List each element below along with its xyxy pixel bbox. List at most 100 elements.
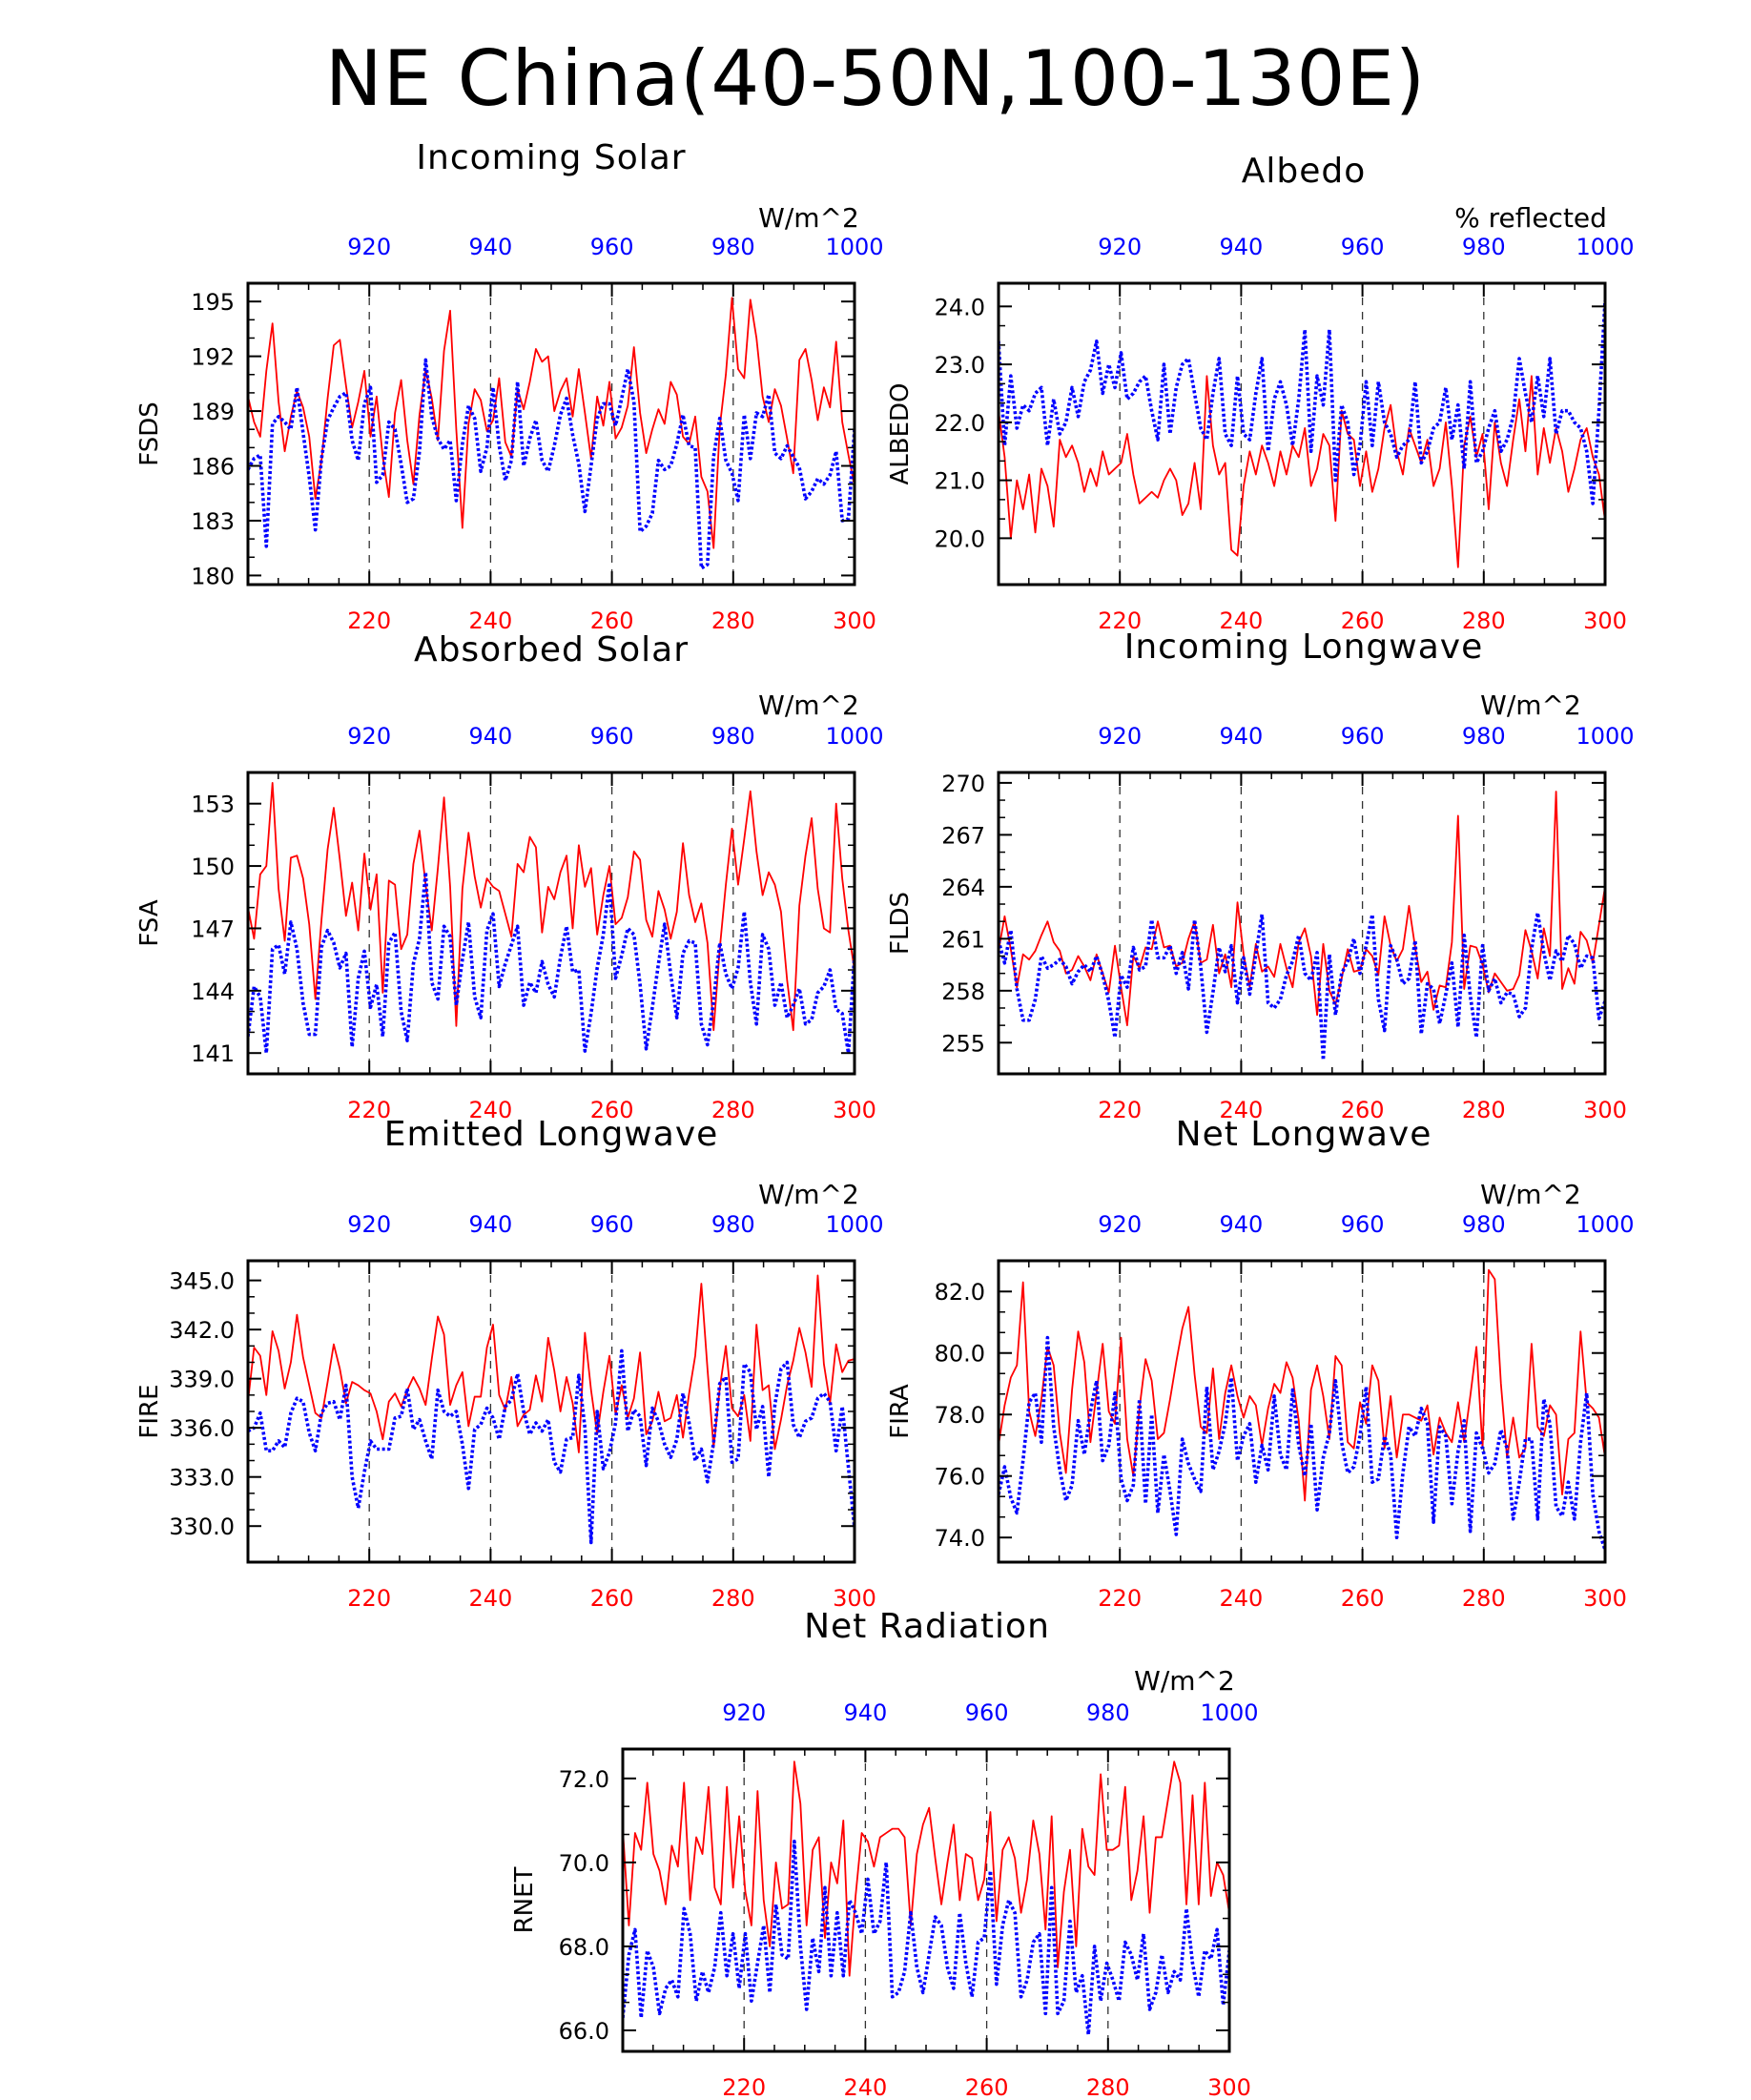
y-tick-label: 270: [941, 771, 985, 797]
chart-panel-fire: Emitted Longwave W/m^2 FIRE 330.0 333.0 336.0…: [135, 1115, 884, 1612]
units-label: W/m^2: [758, 202, 859, 234]
x-bottom-tick-label: 280: [1462, 1585, 1506, 1612]
y-axis-label: RNET: [510, 1866, 539, 1933]
x-top-tick-label: 940: [1219, 723, 1263, 750]
y-tick-label: 23.0: [935, 352, 985, 379]
x-bottom-tick-label: 300: [833, 1585, 876, 1612]
x-top-tick-label: 940: [1219, 1211, 1263, 1238]
series-line-top-axis: [999, 300, 1605, 505]
chart-panel-albedo: Albedo % reflected ALBEDO 20.0 21.0 22.0 23.0 2…: [886, 152, 1635, 634]
plot-frame: [997, 1259, 1607, 1564]
panel-title: Incoming Longwave: [1124, 628, 1484, 667]
x-bottom-tick-label: 300: [1583, 1585, 1627, 1612]
x-top-tick-label: 980: [1462, 1211, 1506, 1238]
units-label: W/m^2: [758, 690, 859, 721]
x-top-tick-label: 920: [347, 1211, 391, 1238]
series-line-bottom-axis: [999, 1268, 1605, 1502]
x-bottom-tick-label: 240: [468, 1097, 512, 1123]
x-top-tick-label: 980: [1462, 234, 1506, 260]
x-top-tick-label: 1000: [1576, 723, 1634, 750]
x-bottom-tick-label: 220: [347, 1097, 391, 1123]
y-axis-label: FIRA: [886, 1384, 915, 1439]
y-tick-label: 180: [191, 563, 235, 589]
panel-title: Albedo: [1242, 152, 1367, 191]
x-top-tick-label: 960: [590, 1211, 634, 1238]
y-tick-label: 72.0: [559, 1766, 609, 1793]
x-bottom-tick-label: 220: [1098, 607, 1142, 634]
series-line-bottom-axis: [248, 782, 855, 1032]
x-bottom-tick-label: 260: [590, 607, 634, 634]
y-tick-label: 330.0: [169, 1513, 235, 1540]
panel-title: Incoming Solar: [416, 138, 686, 177]
x-bottom-tick-label: 300: [1207, 2074, 1251, 2100]
panel-title: Net Radiation: [804, 1607, 1050, 1646]
series-line-top-axis: [248, 358, 855, 570]
units-label: W/m^2: [1480, 690, 1581, 721]
plot-frame: [621, 1747, 1231, 2053]
series-line-top-axis: [999, 911, 1605, 1062]
x-top-tick-label: 920: [1098, 1211, 1142, 1238]
x-top-tick-label: 920: [347, 234, 391, 260]
x-bottom-tick-label: 300: [833, 607, 876, 634]
x-bottom-tick-label: 300: [833, 1097, 876, 1123]
y-tick-label: 68.0: [559, 1934, 609, 1961]
x-top-tick-label: 940: [468, 234, 512, 260]
x-top-tick-label: 960: [1341, 1211, 1385, 1238]
x-top-tick-label: 940: [468, 723, 512, 750]
y-axis-label: FSDS: [135, 401, 164, 466]
x-bottom-tick-label: 220: [347, 1585, 391, 1612]
y-axis-label: FSA: [135, 899, 164, 946]
x-top-tick-label: 940: [1219, 234, 1263, 260]
x-bottom-tick-label: 260: [1341, 1097, 1385, 1123]
x-bottom-tick-label: 300: [1583, 1097, 1627, 1123]
x-bottom-tick-label: 220: [347, 607, 391, 634]
y-tick-label: 70.0: [559, 1850, 609, 1877]
y-tick-label: 189: [191, 399, 235, 425]
y-tick-label: 333.0: [169, 1465, 235, 1492]
y-tick-label: 20.0: [935, 525, 985, 552]
series-line-bottom-axis: [248, 1274, 855, 1453]
panel-title: Emitted Longwave: [384, 1115, 719, 1154]
x-bottom-tick-label: 280: [1462, 1097, 1506, 1123]
y-tick-label: 80.0: [935, 1341, 985, 1368]
x-bottom-tick-label: 280: [1086, 2074, 1130, 2100]
y-axis-label: FLDS: [886, 892, 915, 955]
y-tick-label: 24.0: [935, 294, 985, 320]
y-tick-label: 78.0: [935, 1402, 985, 1429]
x-bottom-tick-label: 240: [468, 1585, 512, 1612]
x-bottom-tick-label: 260: [590, 1585, 634, 1612]
y-tick-label: 342.0: [169, 1317, 235, 1344]
y-tick-label: 147: [191, 916, 235, 942]
y-tick-label: 261: [941, 926, 985, 953]
series-line-bottom-axis: [623, 1760, 1229, 1977]
plot-frame: [997, 771, 1607, 1076]
units-label: W/m^2: [1480, 1179, 1581, 1210]
y-tick-label: 141: [191, 1040, 235, 1067]
x-top-tick-label: 1000: [825, 234, 883, 260]
x-top-tick-label: 980: [1086, 1699, 1130, 1726]
y-tick-label: 267: [941, 822, 985, 849]
x-bottom-tick-label: 280: [711, 1585, 755, 1612]
x-top-tick-label: 1000: [825, 1211, 883, 1238]
x-bottom-tick-label: 220: [722, 2074, 766, 2100]
y-tick-label: 264: [941, 875, 985, 901]
x-top-tick-label: 960: [1341, 723, 1385, 750]
x-top-tick-label: 960: [965, 1699, 1009, 1726]
y-tick-label: 22.0: [935, 410, 985, 437]
plot-frame: [246, 281, 856, 587]
chart-panel-fsa: Absorbed Solar W/m^2 FSA 141 144 147 150 153 220…: [135, 630, 884, 1123]
x-top-tick-label: 1000: [1576, 234, 1634, 260]
chart-panel-flds: Incoming Longwave W/m^2 FLDS 255 258 261 264 26…: [886, 628, 1635, 1123]
y-axis-label: ALBEDO: [886, 382, 915, 484]
y-tick-label: 74.0: [935, 1525, 985, 1552]
chart-panel-fira: Net Longwave W/m^2 FIRA 74.0 76.0 78.0 80.0 82.…: [886, 1115, 1635, 1612]
y-tick-label: 150: [191, 854, 235, 880]
x-top-tick-label: 1000: [1576, 1211, 1634, 1238]
y-tick-label: 144: [191, 978, 235, 1005]
x-top-tick-label: 960: [590, 723, 634, 750]
x-bottom-tick-label: 240: [843, 2074, 887, 2100]
x-top-tick-label: 980: [711, 723, 755, 750]
series-line-top-axis: [623, 1840, 1229, 2037]
x-bottom-tick-label: 280: [711, 607, 755, 634]
y-tick-label: 82.0: [935, 1279, 985, 1306]
